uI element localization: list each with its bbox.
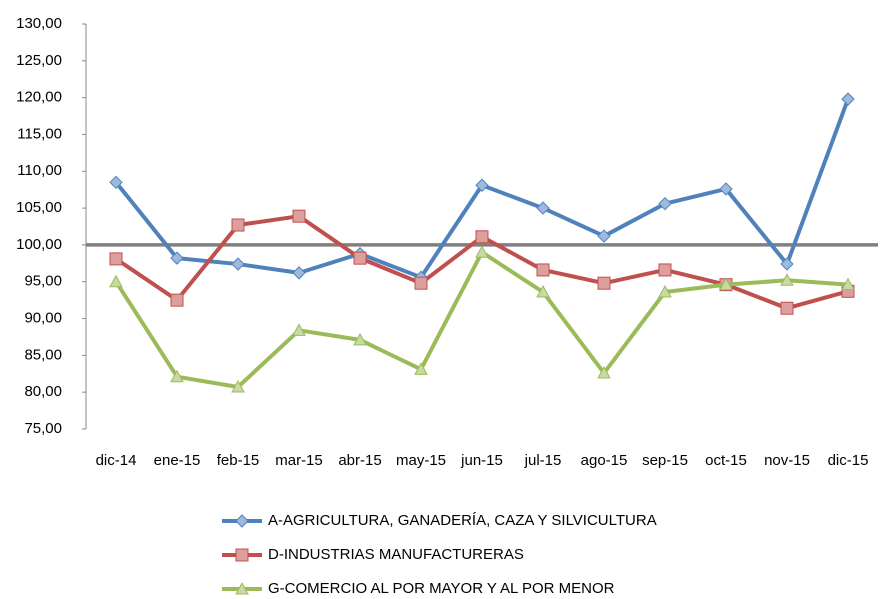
marker	[292, 323, 306, 336]
series-line	[114, 250, 849, 390]
marker	[536, 201, 550, 215]
marker	[658, 284, 672, 298]
marker	[170, 369, 184, 383]
y-tick-label: 85,00	[24, 346, 62, 363]
x-tick-label: dic-15	[828, 452, 869, 469]
marker	[109, 175, 123, 190]
marker	[841, 92, 855, 106]
y-tick-label: 100,00	[16, 236, 62, 253]
marker	[170, 293, 184, 307]
marker	[536, 263, 550, 277]
y-tick-label: 115,00	[17, 125, 62, 142]
x-tick-label: jun-15	[460, 452, 503, 469]
x-tick-label: ago-15	[581, 452, 628, 469]
marker	[475, 245, 489, 258]
y-tick-label: 110,00	[17, 162, 62, 179]
marker	[170, 251, 184, 265]
marker	[597, 276, 611, 290]
marker	[353, 251, 367, 265]
marker	[658, 263, 672, 277]
x-tick-label: mar-15	[275, 452, 323, 469]
marker	[235, 548, 249, 562]
marker	[109, 252, 123, 266]
legend-label: G-COMERCIO AL POR MAYOR Y AL POR MENOR	[268, 580, 615, 597]
marker	[235, 581, 249, 595]
marker	[414, 362, 428, 375]
x-tick-label: jul-15	[524, 452, 562, 469]
y-tick-label: 80,00	[24, 383, 62, 400]
marker	[780, 257, 794, 271]
legend-label: D-INDUSTRIAS MANUFACTURERAS	[268, 546, 524, 563]
marker	[780, 273, 794, 286]
marker	[109, 274, 123, 288]
marker	[597, 365, 611, 379]
y-tick-label: 75,00	[24, 420, 62, 437]
marker	[414, 276, 428, 290]
marker	[658, 196, 672, 211]
y-tick-label: 130,00	[16, 15, 62, 32]
marker	[475, 178, 489, 192]
y-tick-label: 105,00	[16, 199, 62, 216]
marker	[719, 277, 733, 291]
marker	[780, 301, 794, 315]
x-tick-label: dic-14	[96, 452, 137, 469]
x-tick-label: nov-15	[764, 452, 810, 469]
y-tick-label: 95,00	[24, 273, 62, 290]
marker	[231, 379, 245, 393]
marker	[292, 266, 306, 280]
y-tick-label: 90,00	[24, 310, 62, 327]
y-tick-label: 120,00	[16, 89, 62, 106]
marker	[231, 257, 245, 271]
x-tick-label: abr-15	[338, 452, 381, 469]
marker	[353, 332, 367, 346]
marker	[536, 284, 550, 298]
x-tick-label: feb-15	[217, 452, 260, 469]
marker	[231, 218, 245, 232]
marker	[235, 514, 249, 528]
marker	[597, 229, 611, 243]
x-tick-label: sep-15	[642, 452, 688, 469]
marker	[475, 230, 489, 244]
x-tick-label: ene-15	[154, 452, 201, 469]
marker	[292, 209, 306, 223]
legend-label: A-AGRICULTURA, GANADERÍA, CAZA Y SILVICU…	[268, 512, 657, 529]
x-tick-label: oct-15	[705, 452, 747, 469]
y-tick-label: 125,00	[16, 52, 62, 69]
marker	[841, 277, 855, 291]
marker	[719, 182, 733, 196]
x-tick-label: may-15	[396, 452, 446, 469]
